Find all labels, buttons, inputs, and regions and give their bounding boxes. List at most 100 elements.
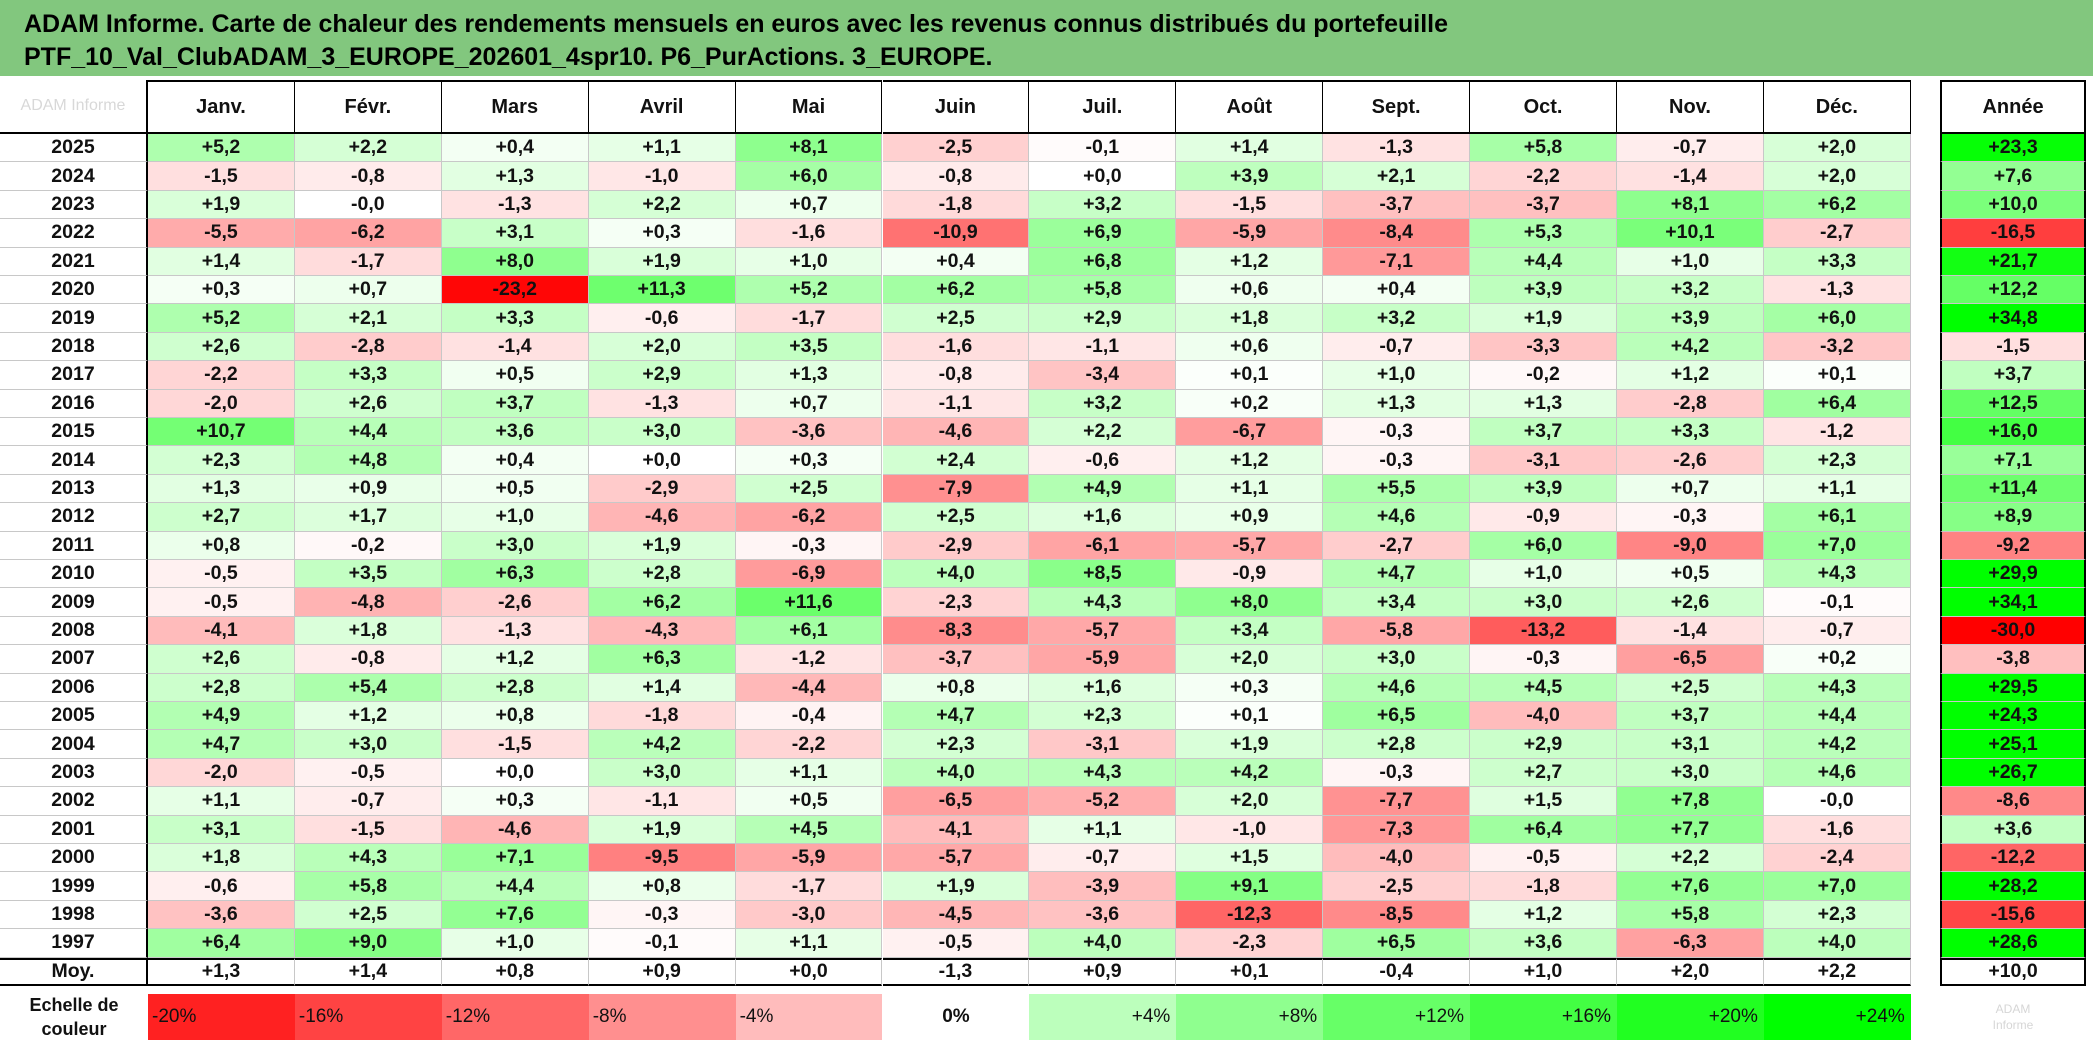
month-header: Août bbox=[1176, 80, 1324, 134]
heatmap-cell: +1,2 bbox=[1176, 446, 1324, 475]
heatmap-cell: +2,5 bbox=[1617, 673, 1764, 702]
year-label: 2018 bbox=[0, 332, 148, 362]
heatmap-cell: +2,0 bbox=[1176, 645, 1324, 674]
heatmap-cell: +11,6 bbox=[735, 588, 883, 617]
heatmap-cell: +7,6 bbox=[1617, 872, 1764, 901]
annual-cell: +8,9 bbox=[1940, 503, 2086, 532]
heatmap-cell: +0,3 bbox=[588, 219, 736, 248]
heatmap-cell: +11,3 bbox=[588, 276, 736, 305]
heatmap-cell: -0,0 bbox=[294, 190, 442, 220]
heatmap-cell: -9,5 bbox=[588, 844, 736, 873]
year-label: 2004 bbox=[0, 730, 148, 759]
heatmap-cell: +4,8 bbox=[294, 446, 442, 475]
heatmap-cell: +0,4 bbox=[882, 247, 1030, 276]
heatmap-cell: -3,4 bbox=[1029, 361, 1177, 390]
heatmap-cell: +6,3 bbox=[588, 645, 736, 674]
heatmap-cell: -0,3 bbox=[1323, 446, 1471, 475]
heatmap-cell: +1,0 bbox=[441, 929, 589, 958]
annual-cell: +7,6 bbox=[1940, 162, 2086, 191]
heatmap-cell: +5,8 bbox=[294, 872, 442, 901]
heatmap-cell: +6,0 bbox=[735, 162, 883, 191]
report-title: ADAM Informe. Carte de chaleur des rende… bbox=[0, 0, 2093, 76]
heatmap-cell: +3,7 bbox=[1470, 418, 1617, 447]
heatmap-cell: -5,7 bbox=[1176, 531, 1324, 560]
heatmap-cell: +1,0 bbox=[1470, 560, 1617, 589]
heatmap-cell: +3,2 bbox=[1617, 276, 1764, 305]
heatmap-cell: -6,5 bbox=[1617, 645, 1764, 674]
heatmap-cell: +3,4 bbox=[1176, 616, 1324, 646]
heatmap-cell: +3,4 bbox=[1323, 588, 1471, 617]
heatmap-cell: +4,4 bbox=[1470, 247, 1617, 276]
heatmap-cell: +1,8 bbox=[148, 844, 295, 873]
month-header: Sept. bbox=[1323, 80, 1471, 134]
faint-watermark: ADAM Informe bbox=[1940, 994, 2086, 1040]
heatmap-cell: -5,9 bbox=[735, 844, 883, 873]
title-line-2: PTF_10_Val_ClubADAM_3_EUROPE_202601_4spr… bbox=[24, 43, 993, 71]
heatmap-cell: -2,7 bbox=[1323, 531, 1471, 560]
heatmap-cell: -1,3 bbox=[441, 616, 589, 646]
annual-cell: -16,5 bbox=[1940, 219, 2086, 248]
heatmap-cell: +7,8 bbox=[1617, 787, 1764, 816]
heatmap-cell: -3,7 bbox=[1323, 190, 1471, 220]
heatmap-cell: -12,3 bbox=[1176, 900, 1324, 930]
annual-cell: +34,8 bbox=[1940, 304, 2086, 333]
heatmap-cell: +1,9 bbox=[1176, 730, 1324, 759]
heatmap-cell: +5,3 bbox=[1470, 219, 1617, 248]
heatmap-cell: +0,6 bbox=[1176, 276, 1324, 305]
heatmap-cell: -8,4 bbox=[1323, 219, 1471, 248]
heatmap-cell: +3,7 bbox=[441, 389, 589, 418]
heatmap-cell: -1,0 bbox=[1176, 815, 1324, 844]
heatmap-cell: -2,0 bbox=[148, 758, 295, 788]
heatmap-cell: +4,4 bbox=[1763, 702, 1911, 731]
heatmap-cell: -4,6 bbox=[882, 418, 1030, 447]
heatmap-cell: +10,7 bbox=[148, 418, 295, 447]
title-line-1: ADAM Informe. Carte de chaleur des rende… bbox=[24, 10, 1449, 38]
year-label: 2006 bbox=[0, 673, 148, 702]
heatmap-cell: +5,2 bbox=[148, 304, 295, 333]
year-label: 2008 bbox=[0, 616, 148, 646]
heatmap-cell: +3,9 bbox=[1176, 162, 1324, 191]
heatmap-cell: -7,7 bbox=[1323, 787, 1471, 816]
year-label: 2005 bbox=[0, 702, 148, 731]
heatmap-cell: -6,2 bbox=[735, 503, 883, 532]
heatmap-cell: -0,6 bbox=[148, 872, 295, 901]
year-label: 2002 bbox=[0, 787, 148, 816]
heatmap-cell: +0,5 bbox=[441, 361, 589, 390]
heatmap-cell: +2,5 bbox=[882, 304, 1030, 333]
heatmap-cell: -6,5 bbox=[882, 787, 1030, 816]
heatmap-cell: -3,2 bbox=[1763, 332, 1911, 362]
annual-cell: -12,2 bbox=[1940, 844, 2086, 873]
month-header: Févr. bbox=[294, 80, 442, 134]
annual-cell: +34,1 bbox=[1940, 588, 2086, 617]
heatmap-cell: +4,3 bbox=[294, 844, 442, 873]
heatmap-cell: -0,5 bbox=[148, 588, 295, 617]
heatmap-cell: -0,5 bbox=[294, 758, 442, 788]
heatmap-cell: +3,3 bbox=[1763, 247, 1911, 276]
heatmap-cell: +6,1 bbox=[735, 616, 883, 646]
color-scale-swatch: -20% bbox=[148, 994, 295, 1040]
heatmap-cell: +2,7 bbox=[148, 503, 295, 532]
heatmap-cell: +4,0 bbox=[1763, 929, 1911, 958]
heatmap-cell: +0,0 bbox=[1029, 162, 1177, 191]
heatmap-cell: +2,3 bbox=[148, 446, 295, 475]
heatmap-cell: -8,3 bbox=[882, 616, 1030, 646]
heatmap-cell: -0,6 bbox=[588, 304, 736, 333]
heatmap-cell: +1,3 bbox=[1470, 389, 1617, 418]
annual-cell: +11,4 bbox=[1940, 474, 2086, 504]
heatmap-cell: +1,4 bbox=[1176, 134, 1324, 163]
heatmap-cell: -3,7 bbox=[1470, 190, 1617, 220]
heatmap-cell: -6,7 bbox=[1176, 418, 1324, 447]
heatmap-cell: -0,7 bbox=[1029, 844, 1177, 873]
annual-cell: +28,6 bbox=[1940, 929, 2086, 958]
heatmap-cell: +3,1 bbox=[1617, 730, 1764, 759]
heatmap-cell: +3,2 bbox=[1323, 304, 1471, 333]
heatmap-cell: +2,3 bbox=[882, 730, 1030, 759]
year-label: 2025 bbox=[0, 134, 148, 163]
heatmap-cell: +1,0 bbox=[735, 247, 883, 276]
heatmap-cell: +3,6 bbox=[441, 418, 589, 447]
average-cell: +1,4 bbox=[294, 957, 442, 986]
heatmap-cell: +4,2 bbox=[588, 730, 736, 759]
heatmap-cell: +0,1 bbox=[1763, 361, 1911, 390]
average-cell: +2,0 bbox=[1617, 957, 1764, 986]
heatmap-cell: -1,2 bbox=[1763, 418, 1911, 447]
